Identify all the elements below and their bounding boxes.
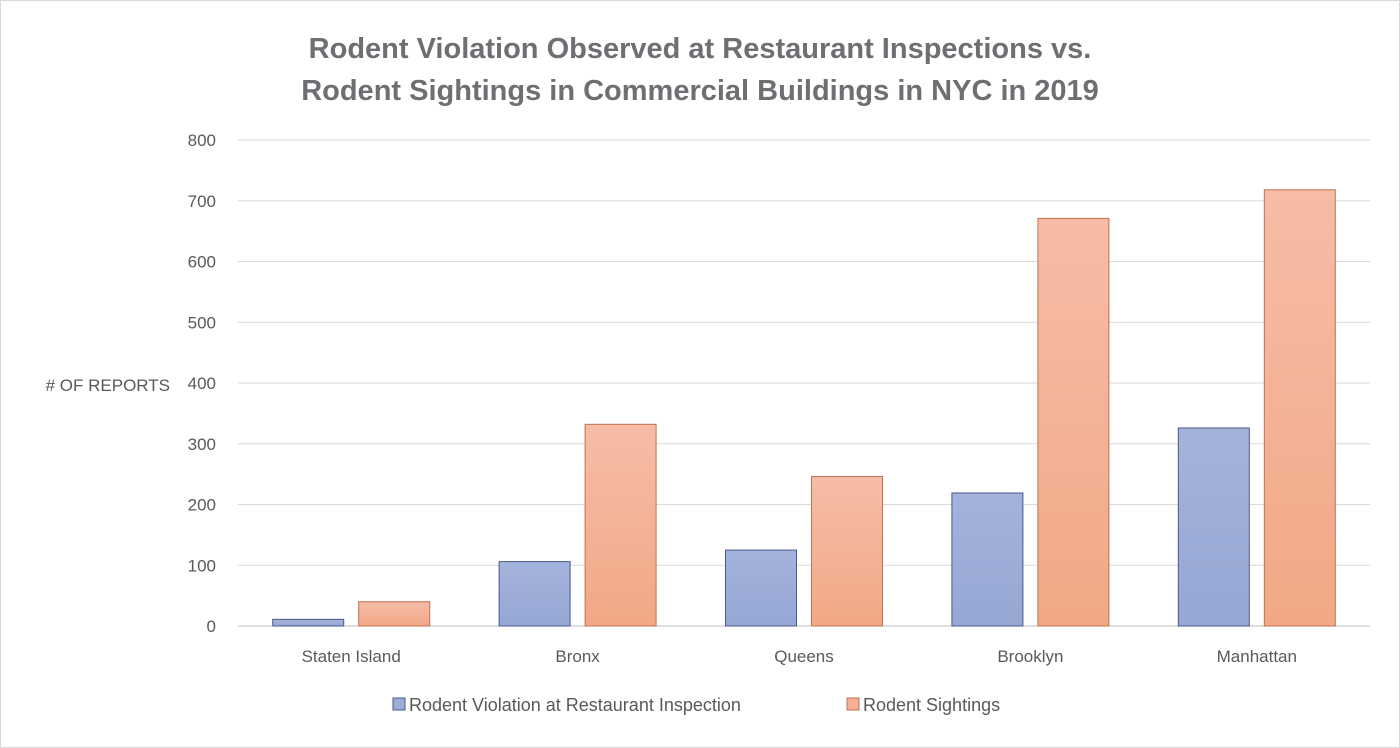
- y-tick-label: 600: [188, 253, 216, 272]
- bar-restaurant-violation: [951, 492, 1024, 627]
- bar-restaurant-violation: [272, 618, 345, 627]
- y-tick-label: 100: [188, 556, 216, 575]
- x-tick-label: Manhattan: [1217, 647, 1297, 666]
- x-tick-label: Brooklyn: [997, 647, 1063, 666]
- y-tick-label: 0: [207, 617, 216, 636]
- x-tick-label: Queens: [774, 647, 834, 666]
- y-tick-label: 800: [188, 131, 216, 150]
- y-tick-label: 700: [188, 192, 216, 211]
- bar-restaurant-violation: [725, 549, 797, 627]
- bar-rodent-sightings: [1263, 189, 1336, 627]
- y-axis-title: # OF REPORTS: [46, 376, 170, 395]
- bar-restaurant-violation: [498, 561, 571, 627]
- legend-swatch: [392, 697, 406, 711]
- legend-label: Rodent Sightings: [863, 695, 1000, 715]
- legend-label: Rodent Violation at Restaurant Inspectio…: [409, 695, 741, 715]
- bar-rodent-sightings: [358, 601, 431, 627]
- x-tick-label: Bronx: [555, 647, 600, 666]
- y-axis-ticks: 0 100 200 300 400 500 600 700 800: [188, 131, 216, 636]
- chart-title-line-2: Rodent Sightings in Commercial Buildings…: [301, 75, 1099, 107]
- y-tick-label: 500: [188, 313, 216, 332]
- bar-rodent-sightings: [811, 476, 883, 627]
- bar-rodent-sightings: [584, 423, 657, 627]
- x-tick-label: Staten Island: [302, 647, 401, 666]
- bar-rodent-sightings: [1037, 217, 1110, 627]
- legend-swatch: [846, 697, 860, 711]
- y-tick-label: 400: [188, 374, 216, 393]
- bars: [272, 189, 1336, 627]
- legend: Rodent Violation at Restaurant Inspectio…: [392, 695, 1000, 715]
- x-axis-categories: Staten Island Bronx Queens Brooklyn Manhatta…: [302, 647, 1297, 666]
- y-tick-label: 300: [188, 435, 216, 454]
- chart-title-line-1: Rodent Violation Observed at Restaurant …: [308, 33, 1092, 65]
- y-tick-label: 200: [188, 496, 216, 515]
- chart-title: Rodent Violation Observed at Restaurant …: [0, 28, 1400, 112]
- bar-restaurant-violation: [1177, 427, 1250, 627]
